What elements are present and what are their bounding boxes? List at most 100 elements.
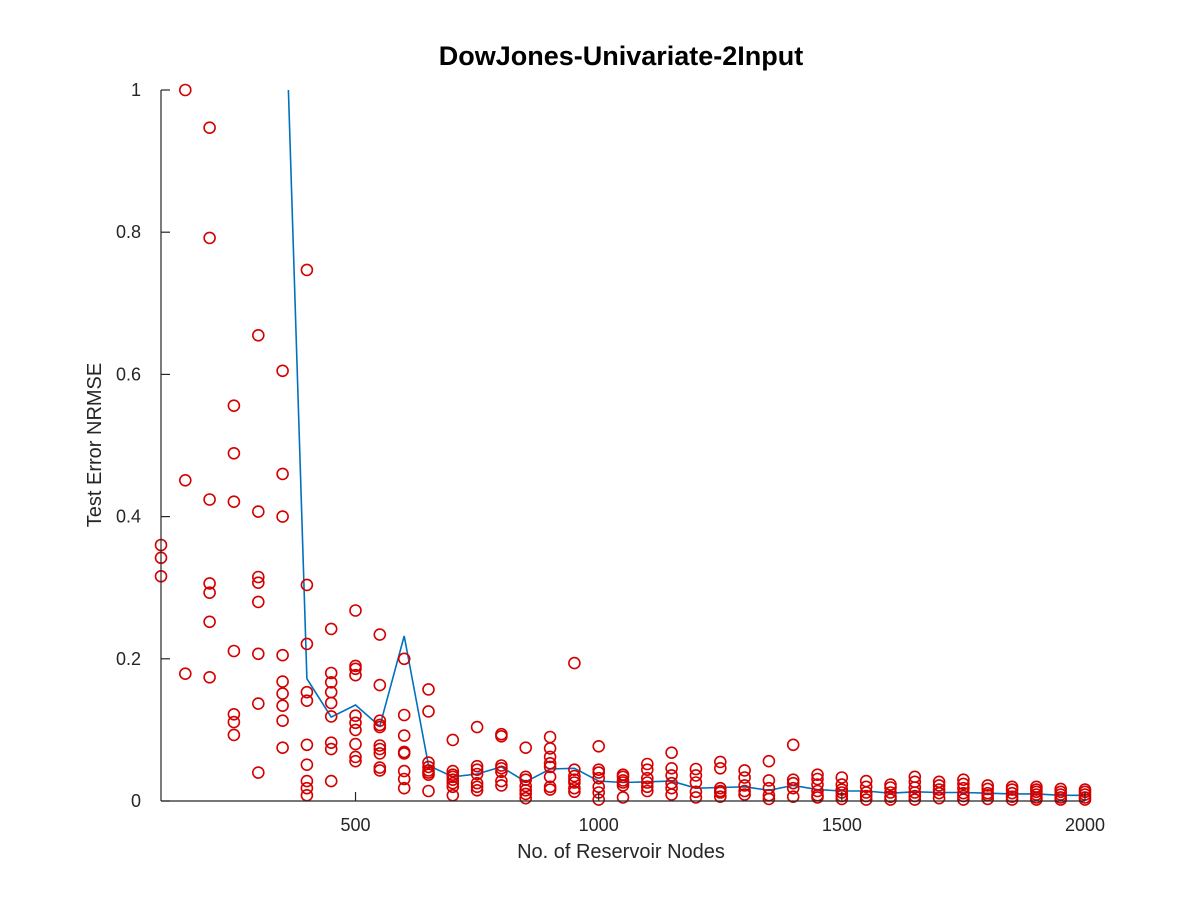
scatter-point xyxy=(422,683,435,696)
scatter-point xyxy=(811,772,824,786)
scatter-point xyxy=(324,736,338,750)
scatter-point xyxy=(543,730,557,744)
scatter-point xyxy=(349,709,362,723)
x-tick-label: 500 xyxy=(341,815,371,835)
scatter-point xyxy=(373,739,387,752)
x-axis-label: No. of Reservoir Nodes xyxy=(517,841,725,863)
scatter-point xyxy=(203,670,216,684)
scatter-point xyxy=(227,399,241,413)
scatter-point xyxy=(349,750,362,764)
scatter-point xyxy=(227,707,241,721)
scatter-point xyxy=(251,766,265,779)
y-tick-label: 0.8 xyxy=(116,222,141,242)
scatter-point xyxy=(568,785,581,799)
scatter-point xyxy=(373,628,387,641)
scatter-point xyxy=(713,790,727,804)
scatter-point xyxy=(397,772,411,786)
scatter-point xyxy=(397,729,411,742)
scatter-point xyxy=(495,729,508,743)
scatter-point xyxy=(786,776,800,790)
scatter-point xyxy=(689,776,703,789)
scatter-point xyxy=(324,675,338,689)
scatter-point xyxy=(981,779,995,792)
scatter-point xyxy=(470,763,484,777)
x-ticks: 500 1000 1500 2000 xyxy=(341,792,1105,835)
plot-area xyxy=(154,83,1092,806)
scatter-point xyxy=(422,768,435,782)
axes xyxy=(160,90,1085,802)
scatter-point xyxy=(300,685,314,699)
scatter-point xyxy=(738,784,751,798)
scatter-point xyxy=(738,764,751,777)
scatter-point xyxy=(397,781,411,795)
scatter-point xyxy=(1005,786,1019,800)
scatter-point xyxy=(957,773,970,787)
scatter-point xyxy=(1005,783,1019,796)
y-tick-label: 0.2 xyxy=(116,649,141,669)
scatter-point xyxy=(592,739,606,753)
y-tick-label: 0 xyxy=(131,791,141,811)
scatter-point xyxy=(349,668,362,682)
scatter-point xyxy=(373,747,387,760)
scatter-point xyxy=(689,785,703,799)
scatter-point xyxy=(568,776,581,789)
scatter-point xyxy=(665,746,678,760)
scatter-point xyxy=(908,793,922,806)
scatter-point xyxy=(616,770,630,784)
scatter-point xyxy=(324,742,338,756)
scatter-point xyxy=(251,505,265,518)
scatter-point xyxy=(665,781,678,795)
scatter-point xyxy=(519,787,533,801)
scatter-point xyxy=(470,780,484,794)
scatter-point xyxy=(300,263,314,277)
scatter-point xyxy=(884,781,897,794)
scatter-point xyxy=(640,776,654,789)
scatter-point xyxy=(203,121,216,134)
scatter-point xyxy=(1030,793,1043,806)
scatter-point xyxy=(470,783,484,797)
scatter-point xyxy=(689,762,703,776)
scatter-point xyxy=(373,720,387,734)
scatter-point xyxy=(932,779,946,792)
scatter-point xyxy=(446,764,460,778)
scatter-point xyxy=(276,687,289,700)
scatter-point xyxy=(276,699,289,713)
scatter-point xyxy=(495,779,508,792)
scatter-point xyxy=(373,678,387,692)
scatter-point xyxy=(324,622,338,636)
y-tick-label: 1 xyxy=(131,80,141,100)
scatter-point xyxy=(786,781,800,795)
scatter-point xyxy=(908,786,922,799)
scatter-point xyxy=(957,777,970,791)
scatter-point xyxy=(397,747,411,760)
scatter-point xyxy=(349,716,362,730)
scatter-point xyxy=(470,767,484,781)
scatter-point xyxy=(811,784,824,798)
scatter-point xyxy=(884,786,897,799)
scatter-point xyxy=(811,791,824,804)
scatter-point xyxy=(446,776,460,790)
scatter-point xyxy=(470,759,484,773)
scatter-point xyxy=(713,786,727,799)
scatter-point xyxy=(373,714,387,728)
scatter-point xyxy=(543,742,557,755)
scatter-point xyxy=(422,756,435,769)
scatter-point xyxy=(470,720,484,734)
scatter-point xyxy=(324,774,338,788)
scatter-point xyxy=(640,780,654,794)
scatter-point xyxy=(276,714,289,728)
scatter-point xyxy=(592,766,606,779)
scatter-point xyxy=(932,791,946,805)
scatter-point xyxy=(616,791,630,804)
scatter-point xyxy=(738,788,751,801)
scatter-point xyxy=(981,782,995,796)
scatter-point xyxy=(762,792,776,806)
scatter-point xyxy=(884,793,897,806)
scatter-point xyxy=(470,776,484,790)
scatter-point xyxy=(811,768,824,782)
scatter-point xyxy=(446,733,460,747)
scatter-point xyxy=(203,586,216,600)
scatter-point xyxy=(349,754,362,768)
scatter-point xyxy=(568,763,581,777)
scatter-point xyxy=(324,710,338,723)
